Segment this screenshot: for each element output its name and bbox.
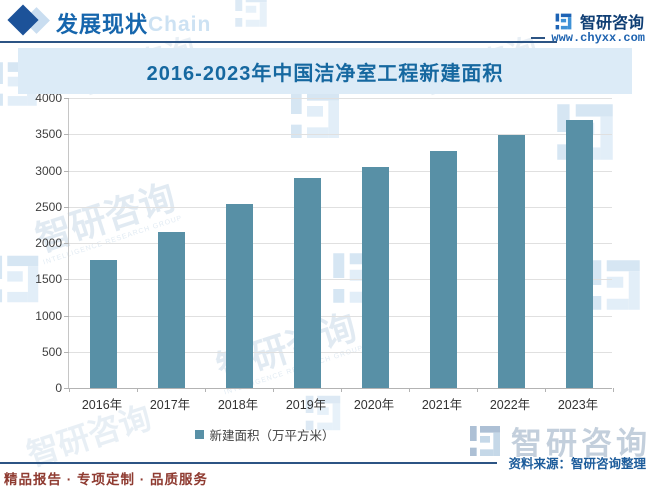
bar-2021年: [429, 150, 457, 388]
bar-2022年: [497, 134, 525, 388]
footer-watermark: 智研咨询: [465, 418, 650, 463]
y-axis-label: 500: [41, 344, 62, 359]
gridline: [69, 388, 612, 389]
x-axis-label: 2017年: [149, 398, 191, 412]
legend-label: 新建面积（万平方米）: [209, 429, 335, 443]
watermark-logo-icon: [582, 252, 648, 318]
x-axis-tick: [273, 388, 274, 392]
y-axis-label: 1500: [35, 272, 62, 287]
header-background-word: Chain: [148, 13, 212, 36]
x-axis-tick: [137, 388, 138, 392]
bar-2018年: [225, 203, 253, 388]
footer-divider: [0, 462, 497, 464]
legend-swatch: [195, 430, 205, 439]
gridline: [69, 315, 612, 317]
brand-logo: 智研咨询: [553, 9, 644, 33]
y-axis-tick: [64, 351, 69, 353]
y-axis-tick: [64, 170, 69, 172]
x-axis-label: 2021年: [421, 398, 463, 412]
gridline: [69, 279, 612, 281]
x-axis-label: 2020年: [353, 398, 395, 412]
x-axis-tick: [205, 388, 206, 392]
y-axis-tick: [64, 279, 69, 281]
watermark-logo-icon: [465, 421, 505, 461]
y-axis-label: 2000: [35, 236, 62, 250]
x-axis-tick: [545, 388, 546, 392]
x-axis-tick: [69, 388, 70, 392]
y-axis-label: 2500: [35, 199, 62, 214]
y-axis-tick: [64, 315, 69, 317]
bar-2017年: [157, 232, 185, 388]
x-axis-tick: [409, 388, 410, 392]
x-axis-labels: 2016年 2017年 2018年 2019年 2020年 2021年 2022年 2023年: [68, 394, 612, 412]
watermark-logo-icon: [300, 390, 346, 436]
x-axis-label: 2018年: [217, 398, 259, 412]
zhiyan-logo-icon: [553, 11, 574, 32]
x-axis-tick: [341, 388, 342, 392]
section-title: 发展现状: [56, 12, 149, 37]
x-axis-tick: [477, 388, 478, 392]
x-axis-label: 2019年: [285, 398, 327, 412]
watermark-logo-icon: [230, 0, 272, 32]
x-axis-tick: [613, 388, 614, 392]
y-axis-tick: [64, 243, 69, 244]
watermark-brand-name: 智研咨询: [511, 426, 650, 461]
gridline: [69, 134, 612, 136]
chart-title: 2016-2023年中国洁净室工程新建面积: [146, 62, 504, 85]
plot-area: [64, 98, 614, 392]
y-axis-label: 4000: [35, 91, 62, 105]
x-axis-label: 2022年: [489, 398, 531, 412]
gridline: [69, 98, 612, 99]
bar-2023年: [565, 119, 593, 388]
chart-legend: 新建面积（万平方米）: [0, 425, 530, 444]
gridline: [69, 351, 612, 353]
y-axis-tick: [64, 134, 69, 136]
y-axis-label: 1000: [35, 308, 62, 323]
header-divider: [0, 41, 557, 43]
y-axis-tick: [64, 98, 69, 99]
y-axis-labels: 0 500 1000 1500 2000 2500 3000 3500 4000: [0, 91, 62, 395]
bar-2020年: [361, 166, 389, 388]
watermark-logo-icon: [283, 82, 347, 146]
data-source: 资料来源：智研咨询整理: [508, 457, 646, 471]
bar-2019年: [293, 177, 321, 388]
gridline: [69, 206, 612, 208]
watermark-logo-icon: [0, 248, 46, 310]
x-axis-label: 2016年: [81, 398, 123, 412]
website-url: www.chyxx.com: [531, 31, 645, 45]
y-axis-label: 3500: [35, 127, 62, 142]
y-axis-tick: [64, 388, 69, 389]
bar-2016年: [89, 259, 117, 388]
chart-title-band: 2016-2023年中国洁净室工程新建面积: [18, 48, 632, 94]
y-axis-tick: [64, 206, 69, 208]
y-axis-label: 0: [55, 381, 62, 395]
x-axis-label: 2023年: [557, 398, 599, 412]
y-axis-label: 3000: [35, 163, 62, 178]
footer-slogan: 精品报告 · 专项定制 · 品质服务: [4, 472, 208, 487]
gridline: [69, 243, 612, 244]
gridline: [69, 170, 612, 172]
brand-name: 智研咨询: [579, 15, 644, 32]
